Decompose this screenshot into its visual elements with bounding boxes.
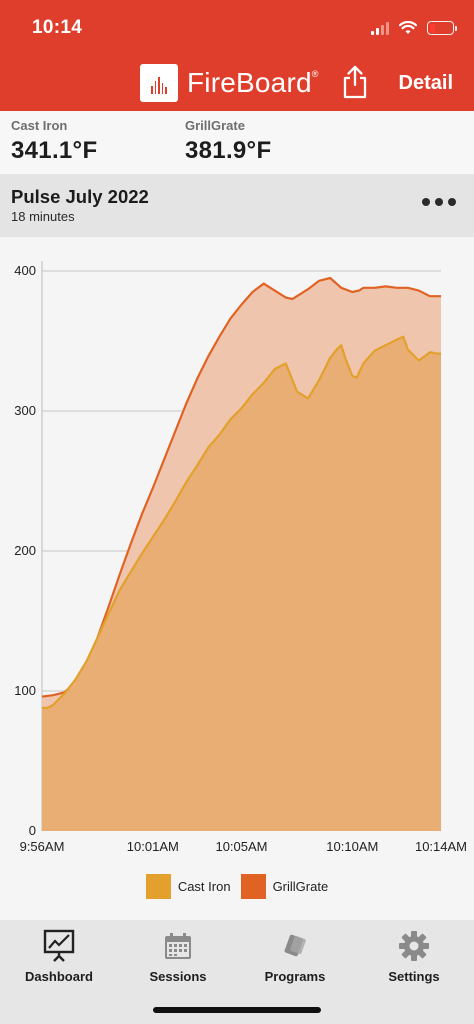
chart-series xyxy=(41,276,441,831)
y-tick-label: 400 xyxy=(14,263,36,278)
legend-label: GrillGrate xyxy=(272,879,329,894)
wifi-icon xyxy=(399,21,417,34)
probe-name: Cast Iron xyxy=(11,118,68,133)
probe-name: GrillGrate xyxy=(185,118,245,133)
x-tick-label: 10:01AM xyxy=(127,839,179,854)
home-indicator[interactable] xyxy=(153,1007,321,1013)
brand-registered-mark: ® xyxy=(311,69,319,79)
session-bar[interactable]: Pulse July 2022 18 minutes xyxy=(0,174,474,237)
chart-legend: Cast Iron GrillGrate xyxy=(0,874,474,899)
dashboard-icon xyxy=(43,929,75,962)
gear-icon xyxy=(399,931,429,961)
temperature-chart[interactable]: 0 100 200 300 400 9:56AM 10:01AM 10:05AM 10:10A… xyxy=(0,237,474,920)
brand: FireBoard® xyxy=(140,64,319,102)
probe-grillgrate[interactable]: GrillGrate 381.9°F xyxy=(185,118,271,165)
battery-icon xyxy=(427,21,457,35)
tab-label: Settings xyxy=(388,969,440,984)
tab-label: Sessions xyxy=(149,969,207,984)
detail-button[interactable]: Detail xyxy=(398,72,453,94)
x-axis: 9:56AM 10:01AM 10:05AM 10:10AM 10:14AM xyxy=(20,839,467,854)
x-tick-label: 9:56AM xyxy=(20,839,65,854)
programs-icon xyxy=(284,934,306,957)
y-axis: 0 100 200 300 400 xyxy=(14,263,36,838)
tab-label: Programs xyxy=(264,969,326,984)
y-tick-label: 300 xyxy=(14,403,36,418)
brand-name-text: FireBoard xyxy=(187,67,312,98)
calendar-icon xyxy=(165,933,191,959)
fireboard-logo-icon xyxy=(140,64,178,102)
session-duration: 18 minutes xyxy=(11,209,75,224)
y-tick-label: 0 xyxy=(29,823,36,838)
status-icons xyxy=(371,18,457,38)
probe-temp: 381.9°F xyxy=(185,137,272,164)
tab-sessions[interactable]: Sessions xyxy=(123,928,233,984)
tab-bar: Dashboard Sessions xyxy=(0,920,474,1024)
status-time: 10:14 xyxy=(32,17,83,38)
probe-cast-iron[interactable]: Cast Iron 341.1°F xyxy=(11,118,97,165)
tab-dashboard[interactable]: Dashboard xyxy=(4,928,114,984)
chart-svg[interactable]: 0 100 200 300 400 9:56AM 10:01AM 10:05AM 10:10A… xyxy=(0,237,474,867)
legend-item-cast-iron[interactable]: Cast Iron xyxy=(145,874,231,899)
tab-settings[interactable]: Settings xyxy=(359,928,469,984)
share-icon[interactable] xyxy=(340,64,370,100)
tab-programs[interactable]: Programs xyxy=(240,928,350,984)
x-tick-label: 10:14AM xyxy=(415,839,467,854)
legend-swatch xyxy=(240,874,266,899)
x-tick-label: 10:10AM xyxy=(326,839,378,854)
series-line-grillgrate xyxy=(41,276,441,698)
tab-label: Dashboard xyxy=(25,969,93,984)
cellular-signal-icon xyxy=(371,21,389,35)
top-header: 10:14 FireBoard® Detail xyxy=(0,0,474,111)
brand-name: FireBoard® xyxy=(187,67,319,99)
probe-readings: Cast Iron 341.1°F GrillGrate 381.9°F xyxy=(0,111,474,174)
legend-swatch xyxy=(145,874,171,899)
legend-item-grillgrate[interactable]: GrillGrate xyxy=(240,874,329,899)
series-area-cast-iron xyxy=(42,336,441,831)
probe-temp: 341.1°F xyxy=(11,137,98,164)
session-title: Pulse July 2022 xyxy=(11,186,149,207)
y-tick-label: 100 xyxy=(14,683,36,698)
more-options-icon[interactable] xyxy=(422,198,456,206)
y-tick-label: 200 xyxy=(14,543,36,558)
legend-label: Cast Iron xyxy=(177,879,231,894)
x-tick-label: 10:05AM xyxy=(215,839,267,854)
series-line-cast-iron xyxy=(42,335,441,709)
